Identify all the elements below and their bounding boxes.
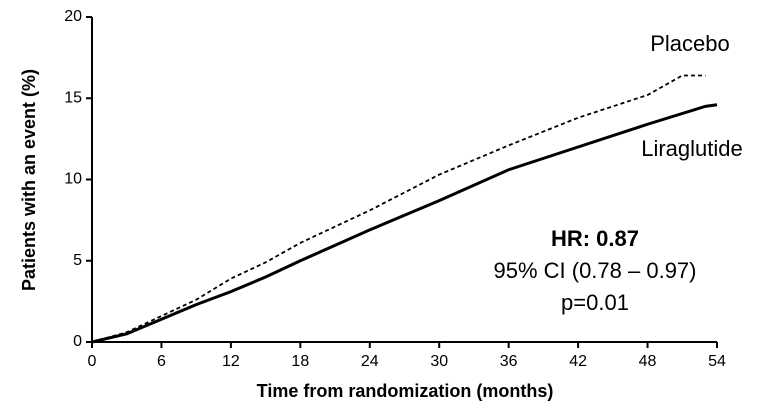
x-tick-label: 0 xyxy=(88,353,97,370)
y-tick-label: 20 xyxy=(64,8,82,25)
x-tick-label: 30 xyxy=(430,353,448,370)
y-tick-label: 10 xyxy=(64,171,82,188)
x-tick-label: 6 xyxy=(157,353,166,370)
x-tick-label: 42 xyxy=(569,353,587,370)
y-tick-label: 0 xyxy=(73,333,82,350)
x-tick-label: 12 xyxy=(222,353,240,370)
annotation: HR: 0.87 xyxy=(551,226,639,251)
series-line xyxy=(91,103,718,344)
x-tick-label: 18 xyxy=(291,353,309,370)
series-line xyxy=(91,74,706,343)
x-tick-label: 48 xyxy=(639,353,657,370)
annotation: p=0.01 xyxy=(561,290,629,315)
series-label: Placebo xyxy=(650,31,730,56)
y-tick-label: 5 xyxy=(73,252,82,269)
x-tick-label: 36 xyxy=(500,353,518,370)
y-tick-label: 15 xyxy=(64,89,82,106)
x-tick-label: 24 xyxy=(361,353,379,370)
y-axis-title: Patients with an event (%) xyxy=(19,69,39,291)
x-axis-title: Time from randomization (months) xyxy=(257,381,554,401)
annotation: 95% CI (0.78 – 0.97) xyxy=(493,258,696,283)
x-tick-label: 54 xyxy=(708,353,726,370)
series-label: Liraglutide xyxy=(641,136,743,161)
